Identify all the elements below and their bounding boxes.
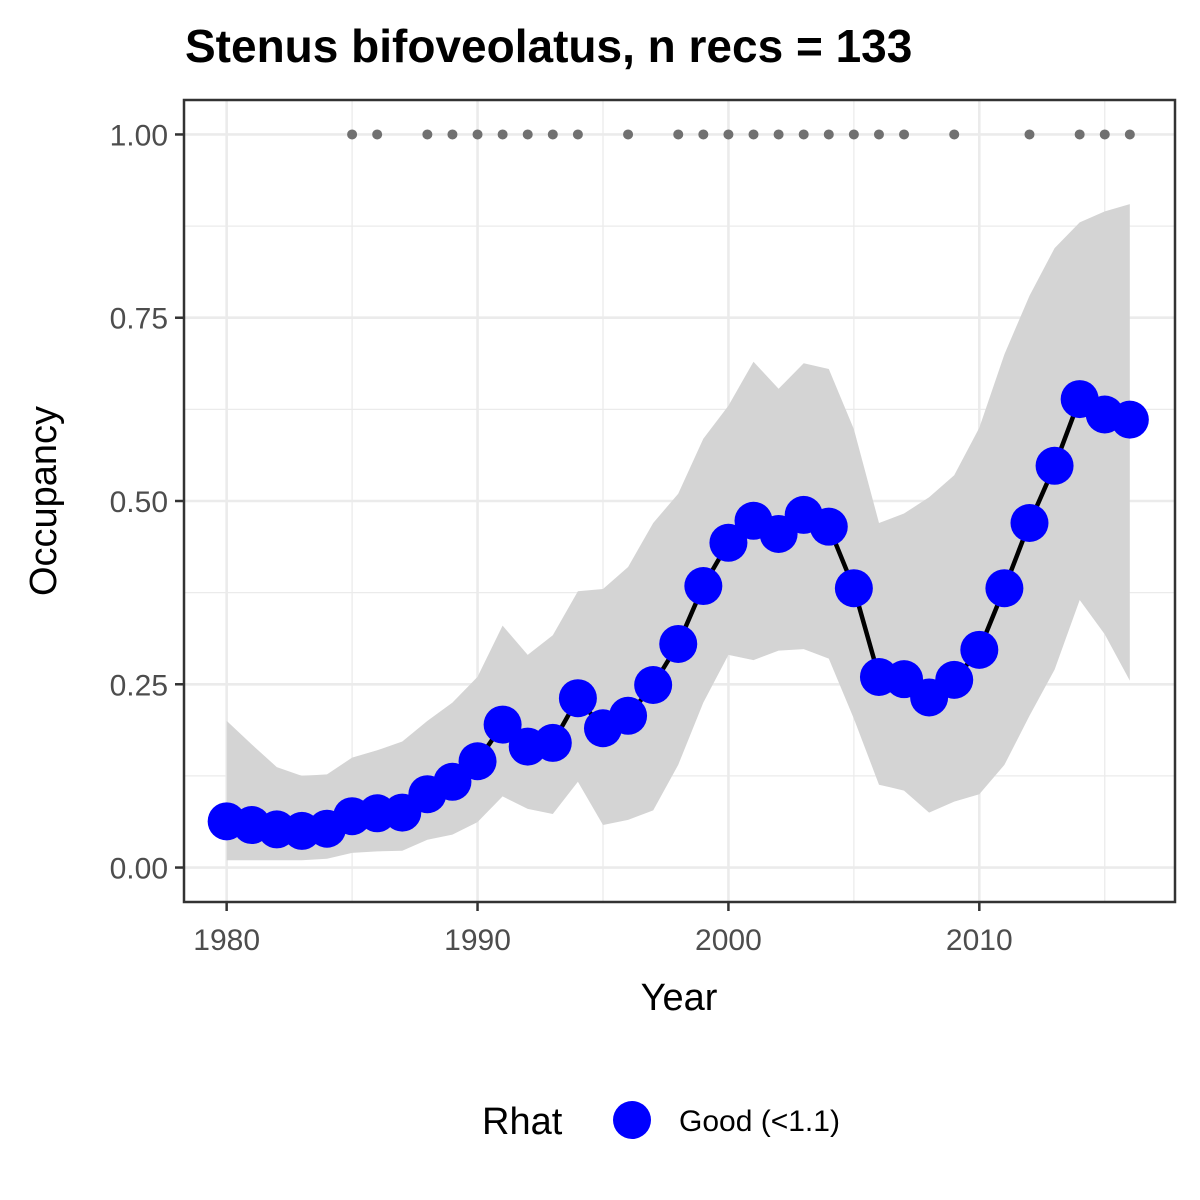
record-marker <box>899 129 910 140</box>
data-point <box>985 569 1024 608</box>
data-point <box>433 762 472 801</box>
record-marker <box>472 129 483 140</box>
data-point <box>809 507 848 546</box>
record-marker <box>1124 129 1135 140</box>
record-marker <box>1074 129 1085 140</box>
record-marker <box>798 129 809 140</box>
y-tick-label: 1.00 <box>110 119 168 152</box>
data-point <box>684 567 723 606</box>
y-tick-label: 0.75 <box>110 303 168 336</box>
data-point <box>960 630 999 669</box>
y-tick-label: 0.00 <box>110 853 168 886</box>
record-marker <box>723 129 734 140</box>
record-marker <box>1099 129 1110 140</box>
y-tick-label: 0.50 <box>110 486 168 519</box>
data-point <box>1010 503 1049 542</box>
x-axis: 1980 1990 2000 2010 <box>193 902 1013 957</box>
record-marker <box>949 129 960 140</box>
data-point <box>659 624 698 663</box>
chart-title: Stenus bifoveolatus, n recs = 133 <box>185 20 912 72</box>
y-axis: 0.00 0.25 0.50 0.75 1.00 <box>110 119 184 886</box>
data-point <box>533 723 572 762</box>
data-point <box>458 742 497 781</box>
data-point <box>609 696 648 735</box>
record-marker <box>623 129 634 140</box>
record-marker <box>422 129 433 140</box>
y-axis-title: Occupancy <box>23 406 65 596</box>
record-marker <box>773 129 784 140</box>
x-tick-label: 1990 <box>444 924 511 957</box>
legend-label-good: Good (<1.1) <box>679 1105 840 1138</box>
record-marker <box>1024 129 1035 140</box>
x-axis-title: Year <box>641 977 718 1019</box>
data-point <box>834 569 873 608</box>
record-marker <box>522 129 533 140</box>
record-marker <box>748 129 759 140</box>
data-point <box>1110 400 1149 439</box>
record-marker <box>572 129 583 140</box>
data-point <box>483 705 522 744</box>
record-marker <box>347 129 358 140</box>
record-marker <box>547 129 558 140</box>
data-point <box>709 523 748 562</box>
record-marker <box>698 129 709 140</box>
x-tick-label: 1980 <box>193 924 260 957</box>
legend: Rhat Good (<1.1) <box>482 1101 840 1143</box>
occupancy-points <box>207 380 1149 850</box>
record-marker <box>372 129 383 140</box>
x-tick-label: 2010 <box>946 924 1013 957</box>
data-point <box>935 660 974 699</box>
record-marker <box>873 129 884 140</box>
legend-key-good <box>613 1101 651 1139</box>
y-tick-label: 0.25 <box>110 669 168 702</box>
record-marker <box>823 129 834 140</box>
data-point <box>634 666 673 705</box>
x-tick-label: 2000 <box>695 924 762 957</box>
record-year-markers <box>347 129 1135 140</box>
legend-title: Rhat <box>482 1101 563 1143</box>
record-marker <box>673 129 684 140</box>
data-point <box>1035 446 1074 485</box>
record-marker <box>447 129 458 140</box>
record-marker <box>497 129 508 140</box>
data-point <box>558 679 597 718</box>
record-marker <box>848 129 859 140</box>
